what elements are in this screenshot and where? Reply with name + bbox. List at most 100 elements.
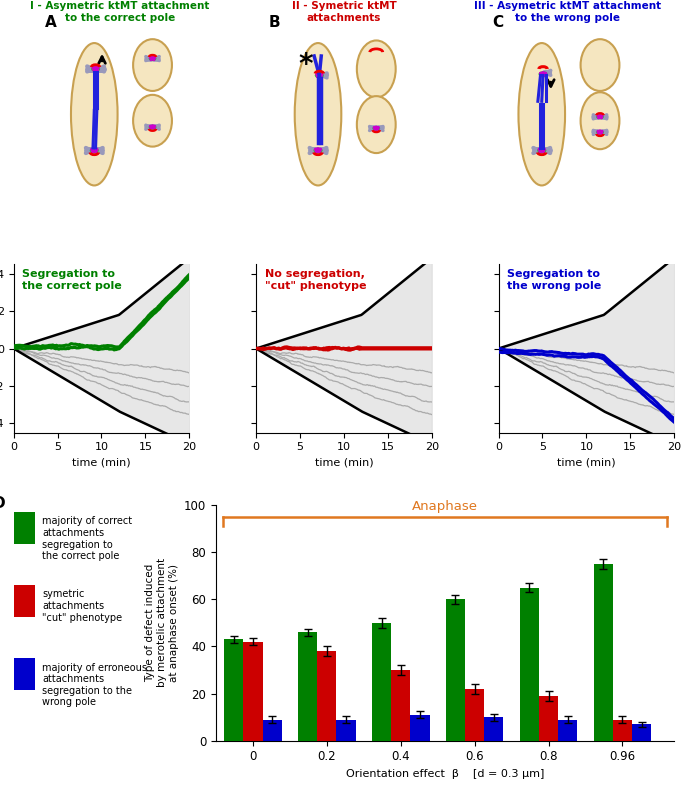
Circle shape	[597, 131, 599, 132]
Circle shape	[542, 151, 545, 153]
Circle shape	[374, 128, 376, 130]
Circle shape	[538, 148, 541, 151]
Y-axis label: Type of defect induced
by merotelic attachment
at anaphase onset (%): Type of defect induced by merotelic atta…	[145, 559, 178, 687]
Circle shape	[599, 114, 601, 117]
Circle shape	[93, 69, 95, 71]
Ellipse shape	[315, 72, 324, 78]
Bar	[14, 512, 35, 544]
Circle shape	[153, 125, 155, 128]
Circle shape	[152, 56, 153, 58]
Circle shape	[373, 127, 375, 128]
Bar	[14, 658, 35, 690]
Bar	[411, 715, 430, 741]
Ellipse shape	[90, 147, 99, 154]
Bar	[298, 632, 317, 741]
Title: III - Asymetric ktMT attachment
to the wrong pole: III - Asymetric ktMT attachment to the w…	[474, 2, 661, 23]
Circle shape	[598, 117, 600, 119]
Circle shape	[91, 148, 93, 151]
Ellipse shape	[518, 43, 565, 185]
Circle shape	[315, 151, 317, 153]
Circle shape	[601, 117, 602, 119]
Bar	[594, 564, 613, 741]
Circle shape	[319, 151, 321, 153]
Bar	[336, 719, 355, 741]
Ellipse shape	[537, 147, 546, 154]
Ellipse shape	[133, 95, 172, 147]
Circle shape	[150, 57, 152, 58]
X-axis label: Orientation effect  β    [d = 0.3 μm]: Orientation effect β [d = 0.3 μm]	[346, 769, 544, 779]
Circle shape	[95, 148, 98, 151]
Text: B: B	[269, 15, 281, 30]
Ellipse shape	[581, 39, 620, 91]
Ellipse shape	[596, 114, 604, 119]
Bar	[484, 717, 503, 741]
X-axis label: time (min): time (min)	[557, 458, 616, 468]
Circle shape	[318, 72, 321, 75]
Bar	[446, 600, 465, 741]
Ellipse shape	[596, 130, 604, 135]
Circle shape	[319, 76, 322, 77]
Circle shape	[91, 151, 94, 153]
Text: No segregation,
"cut" phenotype: No segregation, "cut" phenotype	[265, 269, 366, 291]
Ellipse shape	[357, 40, 396, 98]
Ellipse shape	[581, 92, 620, 149]
Circle shape	[541, 74, 543, 76]
Circle shape	[601, 131, 603, 132]
Circle shape	[319, 148, 321, 151]
Circle shape	[601, 115, 603, 117]
X-axis label: time (min): time (min)	[315, 458, 373, 468]
Bar	[539, 696, 558, 741]
Ellipse shape	[357, 96, 396, 153]
Text: majority of erroneous
attachments
segregation to the
wrong pole: majority of erroneous attachments segreg…	[42, 663, 147, 708]
Ellipse shape	[133, 39, 172, 91]
Circle shape	[153, 127, 155, 129]
Text: symetric
attachments
"cut" phenotype: symetric attachments "cut" phenotype	[42, 589, 122, 623]
Ellipse shape	[148, 125, 157, 130]
Text: D: D	[0, 496, 5, 511]
Circle shape	[95, 66, 97, 69]
Circle shape	[151, 127, 152, 129]
Circle shape	[150, 125, 152, 128]
Bar	[243, 641, 263, 741]
Circle shape	[377, 127, 379, 128]
Circle shape	[377, 128, 379, 130]
Circle shape	[152, 125, 153, 127]
Bar	[613, 719, 632, 741]
Text: Segregation to
the correct pole: Segregation to the correct pole	[22, 269, 122, 291]
Circle shape	[315, 148, 317, 151]
Bar	[372, 623, 391, 741]
X-axis label: time (min): time (min)	[72, 458, 131, 468]
Text: majority of correct
attachments
segregation to
the correct pole: majority of correct attachments segregat…	[42, 516, 132, 561]
Bar	[465, 689, 484, 741]
Ellipse shape	[313, 147, 323, 154]
Bar	[14, 585, 35, 617]
Circle shape	[599, 130, 601, 132]
Title: II - Symetric ktMT
attachments: II - Symetric ktMT attachments	[291, 2, 396, 23]
Circle shape	[153, 57, 155, 58]
Bar	[224, 639, 243, 741]
Text: A: A	[45, 15, 57, 30]
Ellipse shape	[91, 66, 100, 72]
Bar	[520, 588, 539, 741]
Bar	[558, 719, 577, 741]
Bar	[263, 719, 282, 741]
Circle shape	[542, 72, 544, 74]
Circle shape	[597, 115, 599, 117]
Circle shape	[92, 67, 95, 69]
Circle shape	[96, 69, 98, 71]
Circle shape	[541, 148, 543, 150]
Ellipse shape	[295, 43, 341, 185]
Circle shape	[317, 148, 319, 150]
Circle shape	[544, 72, 547, 75]
Circle shape	[375, 126, 377, 128]
Circle shape	[317, 76, 319, 77]
Circle shape	[543, 74, 545, 76]
Bar	[317, 651, 336, 741]
Text: *: *	[298, 51, 313, 79]
Bar	[391, 670, 411, 741]
Circle shape	[543, 148, 545, 151]
Ellipse shape	[539, 71, 548, 77]
Circle shape	[601, 132, 602, 134]
Text: C: C	[492, 15, 504, 30]
Circle shape	[598, 132, 600, 134]
